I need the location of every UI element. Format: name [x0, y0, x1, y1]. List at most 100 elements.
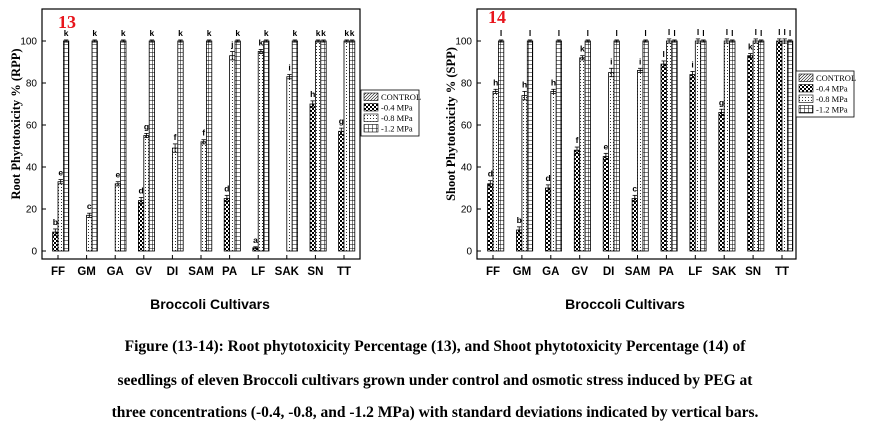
- bar-minus-1-2-mpa: [671, 40, 678, 252]
- panel-label: 13: [58, 12, 76, 32]
- legend-swatch-minus-0-4-mpa: [363, 103, 379, 112]
- legend-label-control: CONTROL: [816, 73, 856, 83]
- y-tick-label: 100: [455, 37, 472, 48]
- figure-caption-line-3: three concentrations (-0.4, -0.8, and -1…: [111, 404, 759, 421]
- bar-minus-1-2-mpa: [91, 40, 98, 252]
- significance-letter: b: [517, 215, 522, 225]
- bar-minus-0-8-mpa: [752, 40, 759, 252]
- significance-letter: k: [748, 42, 753, 52]
- y-tick-label: 80: [461, 79, 473, 90]
- bar-minus-0-4-mpa: [660, 63, 667, 252]
- legend-label-minus-0-4-mpa: -0.4 MPa: [381, 103, 413, 113]
- significance-letter: l: [663, 49, 665, 59]
- bar-minus-0-4-mpa: [602, 156, 610, 252]
- significance-letter: i: [691, 59, 693, 69]
- significance-letter: l: [726, 27, 728, 37]
- significance-letter: f: [202, 128, 205, 138]
- x-tick-label: DI: [603, 266, 615, 278]
- bar-minus-0-4-mpa: [747, 55, 754, 252]
- bar-minus-1-2-mpa: [291, 40, 299, 252]
- x-tick-label: FF: [486, 266, 500, 278]
- x-axis-label: Broccoli Cultivars: [150, 296, 270, 312]
- significance-letter: l: [731, 28, 733, 38]
- bar-minus-0-8-mpa: [143, 135, 150, 252]
- significance-letter: k: [150, 28, 155, 38]
- bar-minus-0-8-mpa: [694, 40, 702, 252]
- legend-swatch-minus-1-2-mpa: [363, 124, 379, 133]
- legend-label-minus-0-8-mpa: -0.8 MPa: [381, 113, 413, 123]
- legend-label-minus-0-4-mpa: -0.4 MPa: [816, 84, 848, 94]
- significance-letter: b: [53, 217, 58, 227]
- x-tick-label: SN: [307, 266, 323, 278]
- bar-minus-1-2-mpa: [348, 40, 356, 252]
- bar-minus-0-4-mpa: [573, 149, 581, 252]
- bar-minus-1-2-mpa: [234, 40, 241, 252]
- significance-letter: l: [789, 28, 791, 38]
- bar-minus-0-8-mpa: [86, 214, 93, 252]
- significance-letter: g: [339, 116, 344, 126]
- significance-letter: l: [529, 28, 531, 38]
- bar-minus-1-2-mpa: [120, 40, 127, 252]
- bar-minus-0-8-mpa: [286, 76, 293, 252]
- x-tick-label: GM: [77, 266, 96, 278]
- y-axis-label: Root Phytotoxicity % (RPP): [9, 48, 23, 199]
- significance-letter: l: [616, 28, 618, 38]
- bar-minus-0-4-mpa: [776, 40, 783, 252]
- bar-minus-1-2-mpa: [584, 40, 591, 252]
- significance-letter: h: [493, 77, 498, 87]
- bar-minus-0-4-mpa: [223, 198, 230, 252]
- x-tick-label: PA: [222, 266, 237, 278]
- figure-caption-line-2: seedlings of eleven Broccoli cultivars g…: [117, 372, 753, 389]
- legend-swatch-minus-0-4-mpa: [798, 84, 814, 93]
- significance-letter: d: [488, 169, 493, 179]
- x-tick-label: TT: [337, 266, 351, 278]
- y-tick-label: 60: [461, 121, 473, 132]
- significance-letter: k: [321, 28, 326, 38]
- y-tick-label: 20: [26, 205, 38, 216]
- x-tick-label: DI: [167, 266, 179, 278]
- bar-minus-0-4-mpa: [487, 183, 494, 252]
- x-tick-label: SAM: [188, 266, 214, 278]
- significance-letter: e: [58, 168, 63, 178]
- significance-letter: h: [310, 89, 315, 99]
- y-tick-label: 80: [26, 79, 38, 90]
- legend-swatch-minus-0-8-mpa: [363, 113, 379, 122]
- significance-letter: g: [144, 121, 149, 131]
- legend-label-control: CONTROL: [381, 92, 421, 102]
- bar-minus-1-2-mpa: [729, 40, 736, 252]
- significance-letter: k: [264, 28, 269, 38]
- x-tick-label: SAM: [625, 266, 651, 278]
- bar-minus-0-8-mpa: [492, 91, 499, 252]
- bar-minus-0-4-mpa: [545, 187, 552, 252]
- significance-letter: k: [235, 28, 240, 38]
- significance-letter: k: [344, 28, 349, 38]
- bar-minus-0-4-mpa: [718, 112, 725, 252]
- bar-minus-1-2-mpa: [63, 40, 70, 252]
- y-tick-label: 20: [461, 205, 473, 216]
- y-tick-label: 60: [26, 121, 38, 132]
- significance-letter: c: [87, 201, 92, 211]
- bar-minus-1-2-mpa: [148, 40, 155, 252]
- bar-minus-1-2-mpa: [613, 40, 620, 252]
- bar-minus-0-8-mpa: [257, 51, 265, 252]
- bar-minus-1-2-mpa: [555, 40, 563, 252]
- bar-minus-0-8-mpa: [314, 40, 322, 252]
- legend-swatch-control: [363, 92, 379, 101]
- significance-letter: l: [697, 27, 699, 37]
- significance-letter: l: [587, 28, 589, 38]
- x-tick-label: GA: [107, 266, 124, 278]
- significance-letter: e: [604, 141, 609, 151]
- figure-caption-line-1: Figure (13-14): Root phytotoxicity Perce…: [124, 338, 746, 355]
- panel-label: 14: [488, 7, 506, 27]
- bar-minus-0-8-mpa: [114, 183, 121, 252]
- significance-letter: a: [253, 235, 258, 245]
- bar-minus-1-2-mpa: [758, 40, 765, 252]
- y-tick-label: 40: [461, 163, 473, 174]
- significance-letter: k: [259, 37, 264, 47]
- x-tick-label: SAK: [712, 266, 737, 278]
- significance-letter: f: [576, 135, 579, 145]
- significance-letter: l: [644, 28, 646, 38]
- bar-minus-1-2-mpa: [642, 40, 649, 252]
- significance-letter: d: [138, 185, 143, 195]
